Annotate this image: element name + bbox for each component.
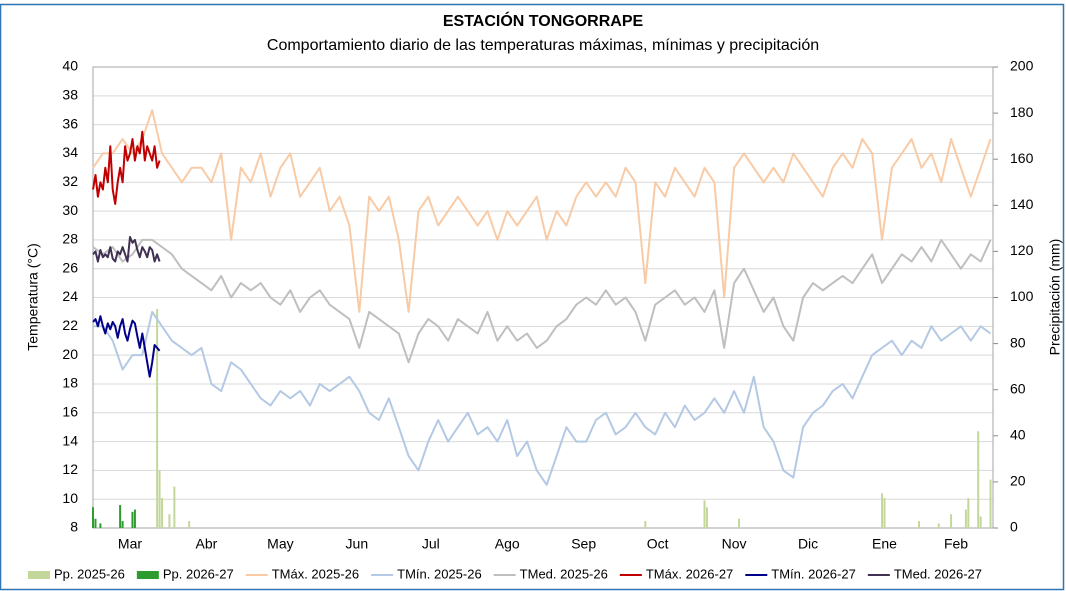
y-tick-label: 22	[62, 317, 78, 333]
precip-bar	[918, 521, 921, 528]
precip-bar	[738, 518, 741, 528]
precip-bar	[99, 523, 102, 528]
precip-bar	[168, 514, 171, 528]
precip-bar	[950, 514, 953, 528]
temperature-line	[92, 238, 992, 364]
x-tick-label: Ago	[495, 536, 520, 552]
precip-bar	[703, 500, 706, 528]
y2-tick-label: 0	[1010, 519, 1018, 535]
legend-label: Pp. 2025-26	[54, 566, 125, 581]
precip-bar	[156, 309, 159, 528]
temperature-line	[92, 130, 161, 205]
x-tick-label: Mar	[118, 536, 142, 552]
precip-bar	[979, 516, 982, 528]
y-tick-label: 8	[70, 519, 78, 535]
x-tick-label: Abr	[196, 536, 218, 552]
x-tick-label: Jun	[346, 536, 369, 552]
y2-tick-label: 200	[1010, 58, 1034, 74]
temperature-line	[92, 109, 992, 313]
y-axis-title: Temperatura (°C)	[25, 243, 41, 351]
precip-bar	[644, 521, 647, 528]
legend-swatch	[136, 571, 159, 579]
temperature-line	[93, 310, 992, 486]
y-tick-label: 38	[62, 87, 78, 103]
chart-title: ESTACIÓN TONGORRAPE	[443, 11, 644, 30]
y2-tick-label: 100	[1010, 288, 1034, 304]
legend-label: TMed. 2026-27	[894, 566, 982, 581]
precip-bar	[937, 523, 940, 528]
y2-tick-label: 140	[1010, 196, 1034, 212]
legend-label: TMed. 2025-26	[520, 566, 608, 581]
x-tick-label: May	[267, 536, 293, 552]
y-tick-label: 14	[62, 432, 78, 448]
y-tick-label: 20	[62, 346, 78, 362]
legend-label: TMáx. 2025-26	[272, 566, 359, 581]
y-tick-label: 12	[62, 461, 78, 477]
x-tick-label: Dic	[798, 536, 818, 552]
precip-bar	[881, 493, 884, 528]
precip-bar	[967, 498, 970, 528]
y-tick-label: 32	[62, 173, 78, 189]
precip-bar	[119, 504, 122, 528]
precip-bar	[94, 518, 97, 528]
temperature-line	[92, 315, 161, 378]
temperature-line	[92, 236, 161, 263]
y-tick-label: 30	[62, 202, 78, 218]
precip-bar	[121, 521, 124, 528]
y2-tick-label: 80	[1010, 334, 1026, 350]
precip-bar	[883, 498, 886, 528]
x-tick-label: Feb	[944, 536, 968, 552]
precip-bar	[977, 431, 980, 528]
y2-tick-label: 120	[1010, 242, 1034, 258]
x-tick-label: Nov	[722, 536, 747, 552]
y-tick-label: 24	[62, 288, 78, 304]
y2-tick-label: 180	[1010, 104, 1034, 120]
y-tick-label: 26	[62, 259, 78, 275]
y2-tick-label: 60	[1010, 380, 1026, 396]
x-tick-label: Sep	[571, 536, 596, 552]
legend-label: Pp. 2026-27	[163, 566, 234, 581]
precip-bar	[989, 479, 992, 528]
precip-bar	[173, 486, 176, 528]
y-tick-label: 18	[62, 375, 78, 391]
legend-label: TMín. 2025-26	[397, 566, 482, 581]
y-tick-label: 28	[62, 231, 78, 247]
legend-label: TMáx. 2026-27	[646, 566, 733, 581]
y-tick-label: 34	[62, 144, 78, 160]
precip-bar	[133, 509, 136, 528]
x-tick-label: Ene	[872, 536, 897, 552]
precip-bar	[158, 470, 161, 528]
precip-bar	[188, 521, 191, 528]
precip-bar	[964, 509, 967, 528]
y-tick-label: 10	[62, 490, 78, 506]
chart-subtitle: Comportamiento diario de las temperatura…	[267, 37, 819, 54]
plot-border	[92, 66, 994, 529]
y-tick-label: 36	[62, 115, 78, 131]
y-tick-label: 40	[62, 58, 78, 74]
precip-bar	[131, 511, 134, 528]
y2-axis-title: Precipitación (mm)	[1047, 239, 1063, 356]
legend-label: TMín. 2026-27	[771, 566, 856, 581]
precip-bar	[92, 507, 94, 528]
y2-tick-label: 40	[1010, 427, 1026, 443]
y2-tick-label: 160	[1010, 150, 1034, 166]
x-tick-label: Jul	[422, 536, 440, 552]
legend-swatch	[28, 571, 50, 579]
x-tick-label: Oct	[647, 536, 669, 552]
precip-bar	[705, 507, 708, 528]
y-tick-label: 16	[62, 403, 78, 419]
y2-tick-label: 20	[1010, 473, 1026, 489]
precip-bar	[161, 498, 164, 528]
